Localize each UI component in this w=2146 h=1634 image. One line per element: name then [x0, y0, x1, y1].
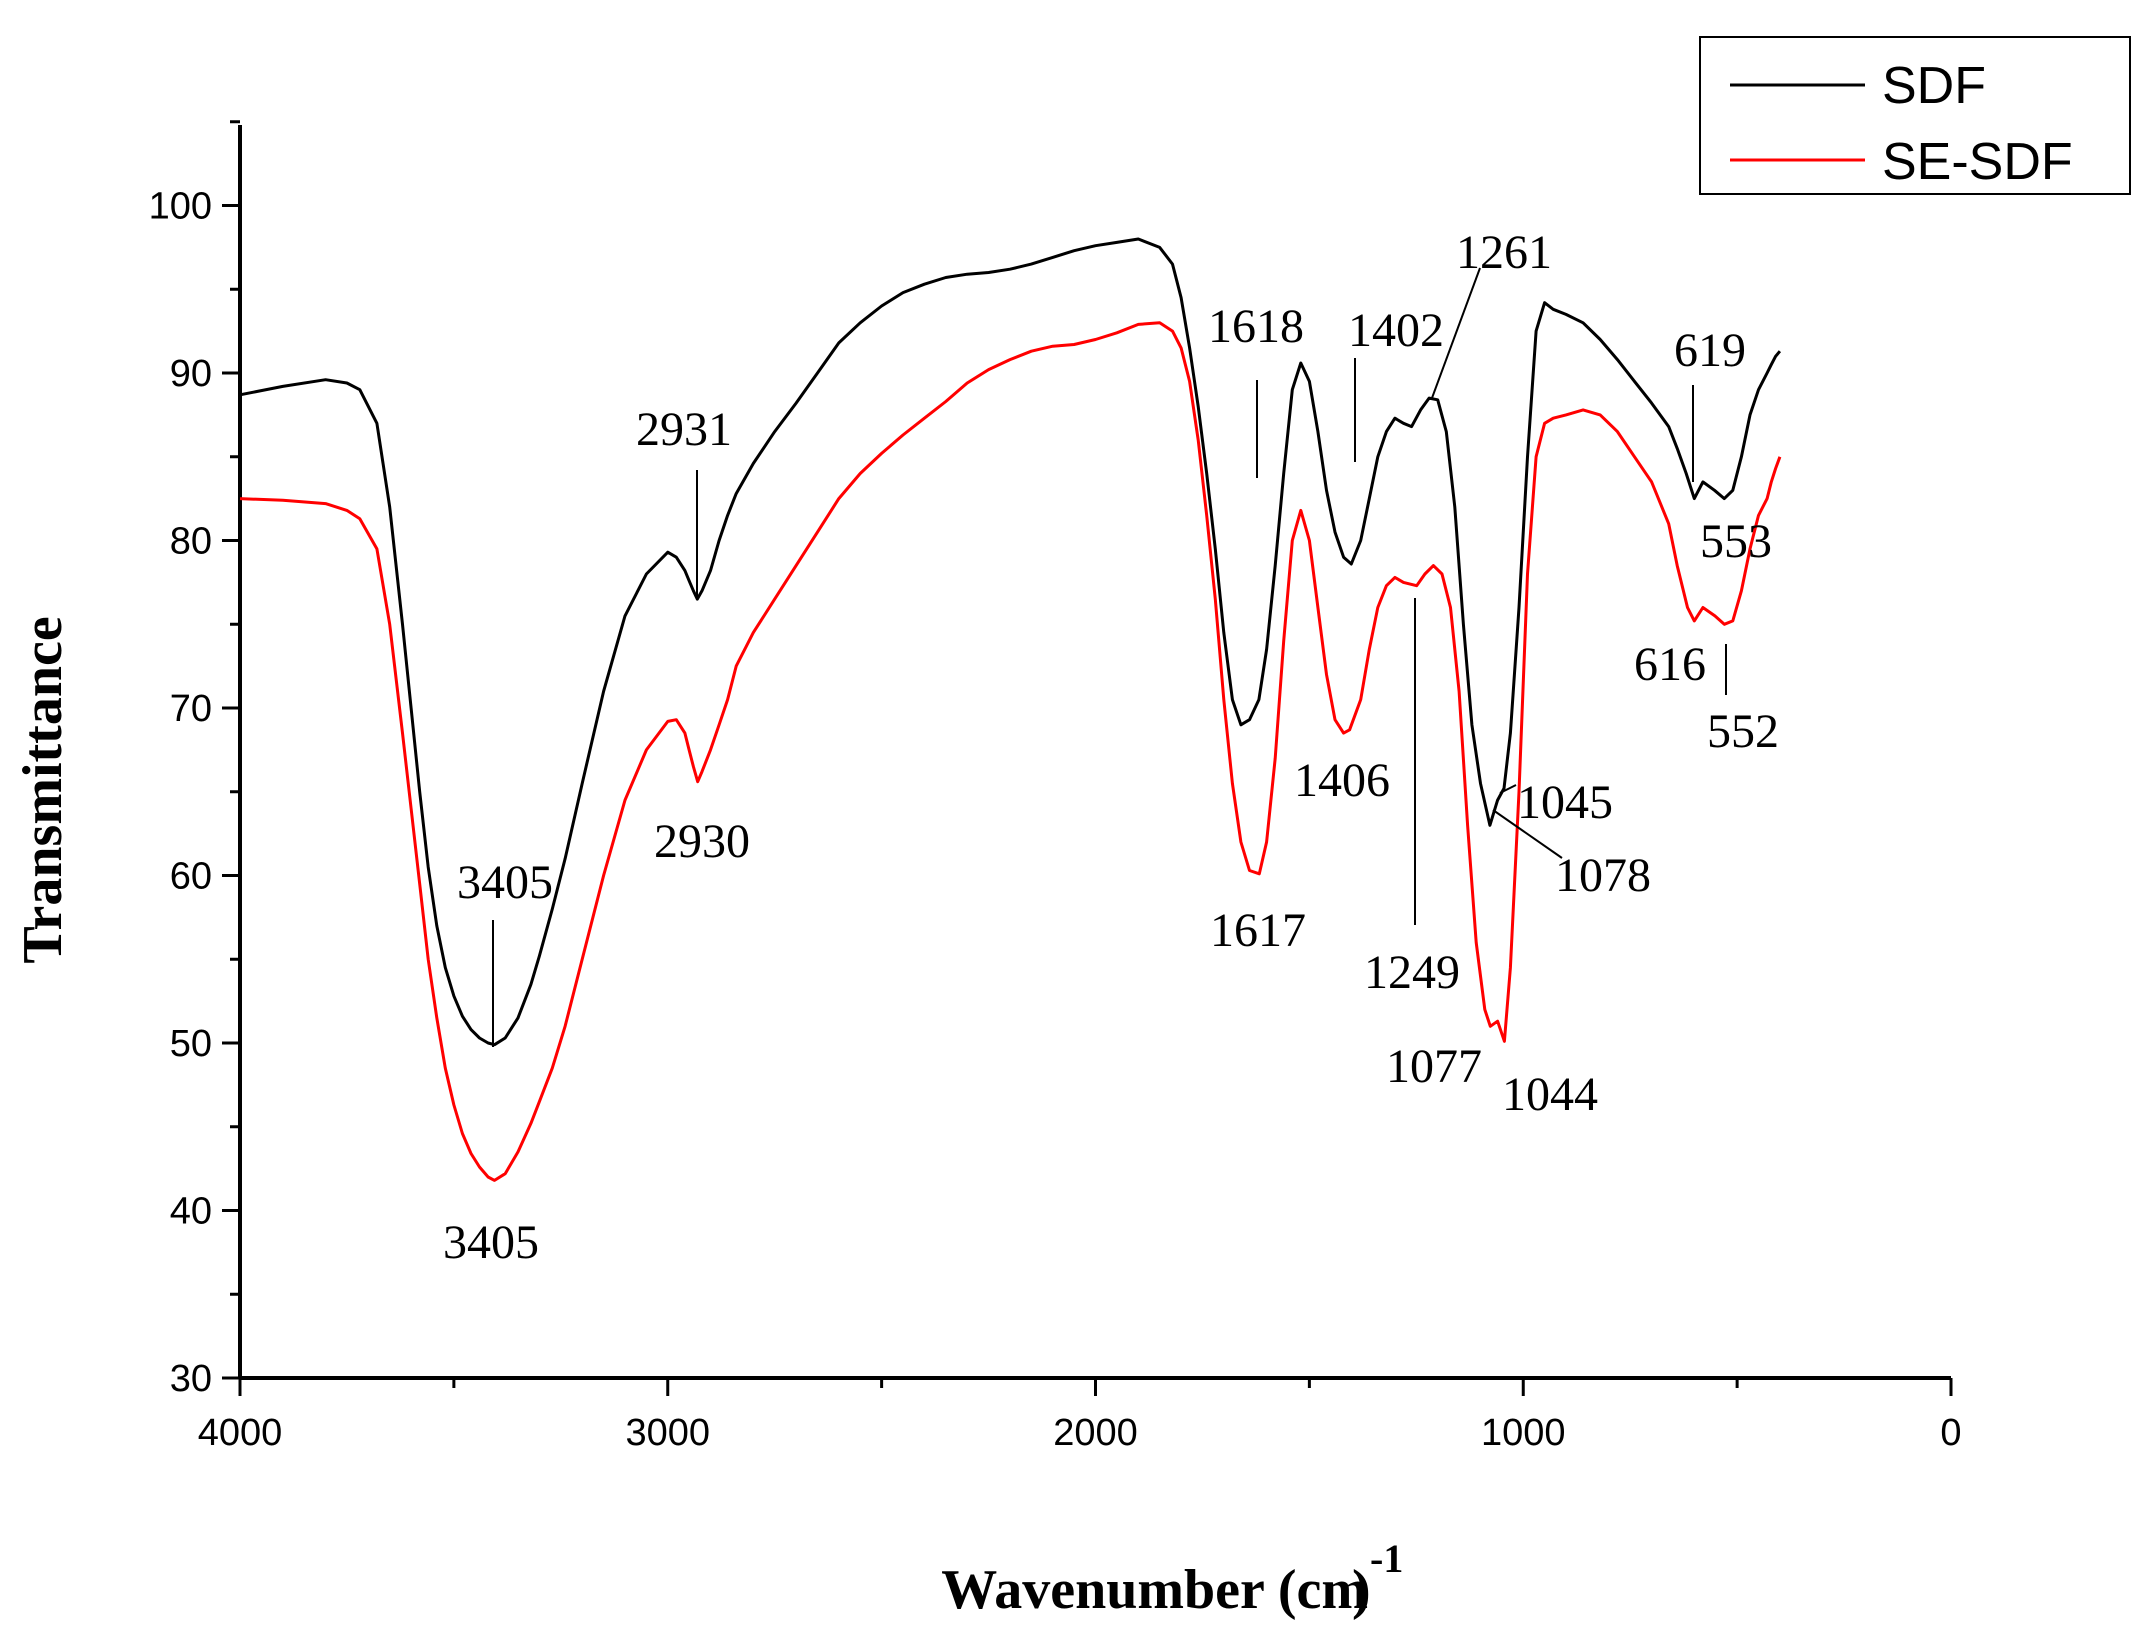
y-tick-label: 30: [170, 1358, 212, 1400]
annot-sesdf-1044: 1044: [1502, 1068, 1598, 1121]
annot-sdf-2931: 2931: [636, 403, 732, 456]
annot-sesdf-1077: 1077: [1386, 1040, 1482, 1093]
y-tick-label: 50: [170, 1023, 212, 1065]
y-tick-label: 60: [170, 856, 212, 898]
annot-sesdf-616: 616: [1634, 638, 1706, 691]
y-ticks: 30 40 50 60 70 80 90 100: [149, 120, 240, 1400]
annot-sesdf-552: 552: [1707, 705, 1779, 758]
y-tick-label: 80: [170, 521, 212, 563]
annot-sdf-553: 553: [1700, 515, 1772, 568]
annot-sdf-1261: 1261: [1456, 226, 1552, 279]
annot-sesdf-1406: 1406: [1294, 754, 1390, 807]
y-tick-label: 70: [170, 688, 212, 730]
y-axis-title: Transmittance: [12, 616, 74, 963]
x-ticks: 4000 3000 2000 1000 0: [198, 1378, 1962, 1454]
x-tick-label: 1000: [1481, 1412, 1566, 1454]
legend: SDF SE-SDF: [1699, 36, 2131, 195]
x-tick-label: 2000: [1053, 1412, 1138, 1454]
leader-line: [1431, 267, 1481, 399]
legend-label-sdf: SDF: [1882, 57, 1986, 115]
x-tick-label: 4000: [198, 1412, 283, 1454]
annot-sesdf-1617: 1617: [1210, 904, 1306, 957]
leader-line: [1492, 809, 1563, 859]
series-line-sdf: [239, 237, 1782, 1047]
series-line-se-sdf: [239, 321, 1782, 1182]
x-axis-title: Wavenumber (cm: [941, 1559, 1368, 1621]
annot-sdf-3405: 3405: [457, 856, 553, 909]
annot-sdf-619: 619: [1674, 324, 1746, 377]
annot-sesdf-1249: 1249: [1364, 946, 1460, 999]
y-tick-label: 40: [170, 1191, 212, 1233]
x-tick-label: 3000: [625, 1412, 710, 1454]
series-layer: [239, 237, 1782, 1182]
annot-sesdf-3405: 3405: [443, 1216, 539, 1269]
x-axis-title-superscript: -1: [1370, 1536, 1403, 1581]
x-tick-label: 0: [1940, 1412, 1961, 1454]
legend-box: [1699, 36, 2131, 195]
y-tick-label: 90: [170, 353, 212, 395]
annot-sdf-1618: 1618: [1208, 300, 1304, 353]
annot-sesdf-2930: 2930: [654, 815, 750, 868]
annot-sdf-1402: 1402: [1348, 304, 1444, 357]
y-tick-label: 100: [149, 186, 212, 228]
annotations: 3405 2931 1618 1402 1261 1078 1045 619 5…: [443, 226, 1779, 1269]
legend-label-se-sdf: SE-SDF: [1882, 133, 2073, 191]
x-axis-title-close: ): [1352, 1559, 1371, 1621]
axes: [238, 125, 1951, 1380]
leader-line: [1499, 784, 1517, 794]
annot-sdf-1078: 1078: [1555, 849, 1651, 902]
annot-sdf-1045: 1045: [1517, 776, 1613, 829]
